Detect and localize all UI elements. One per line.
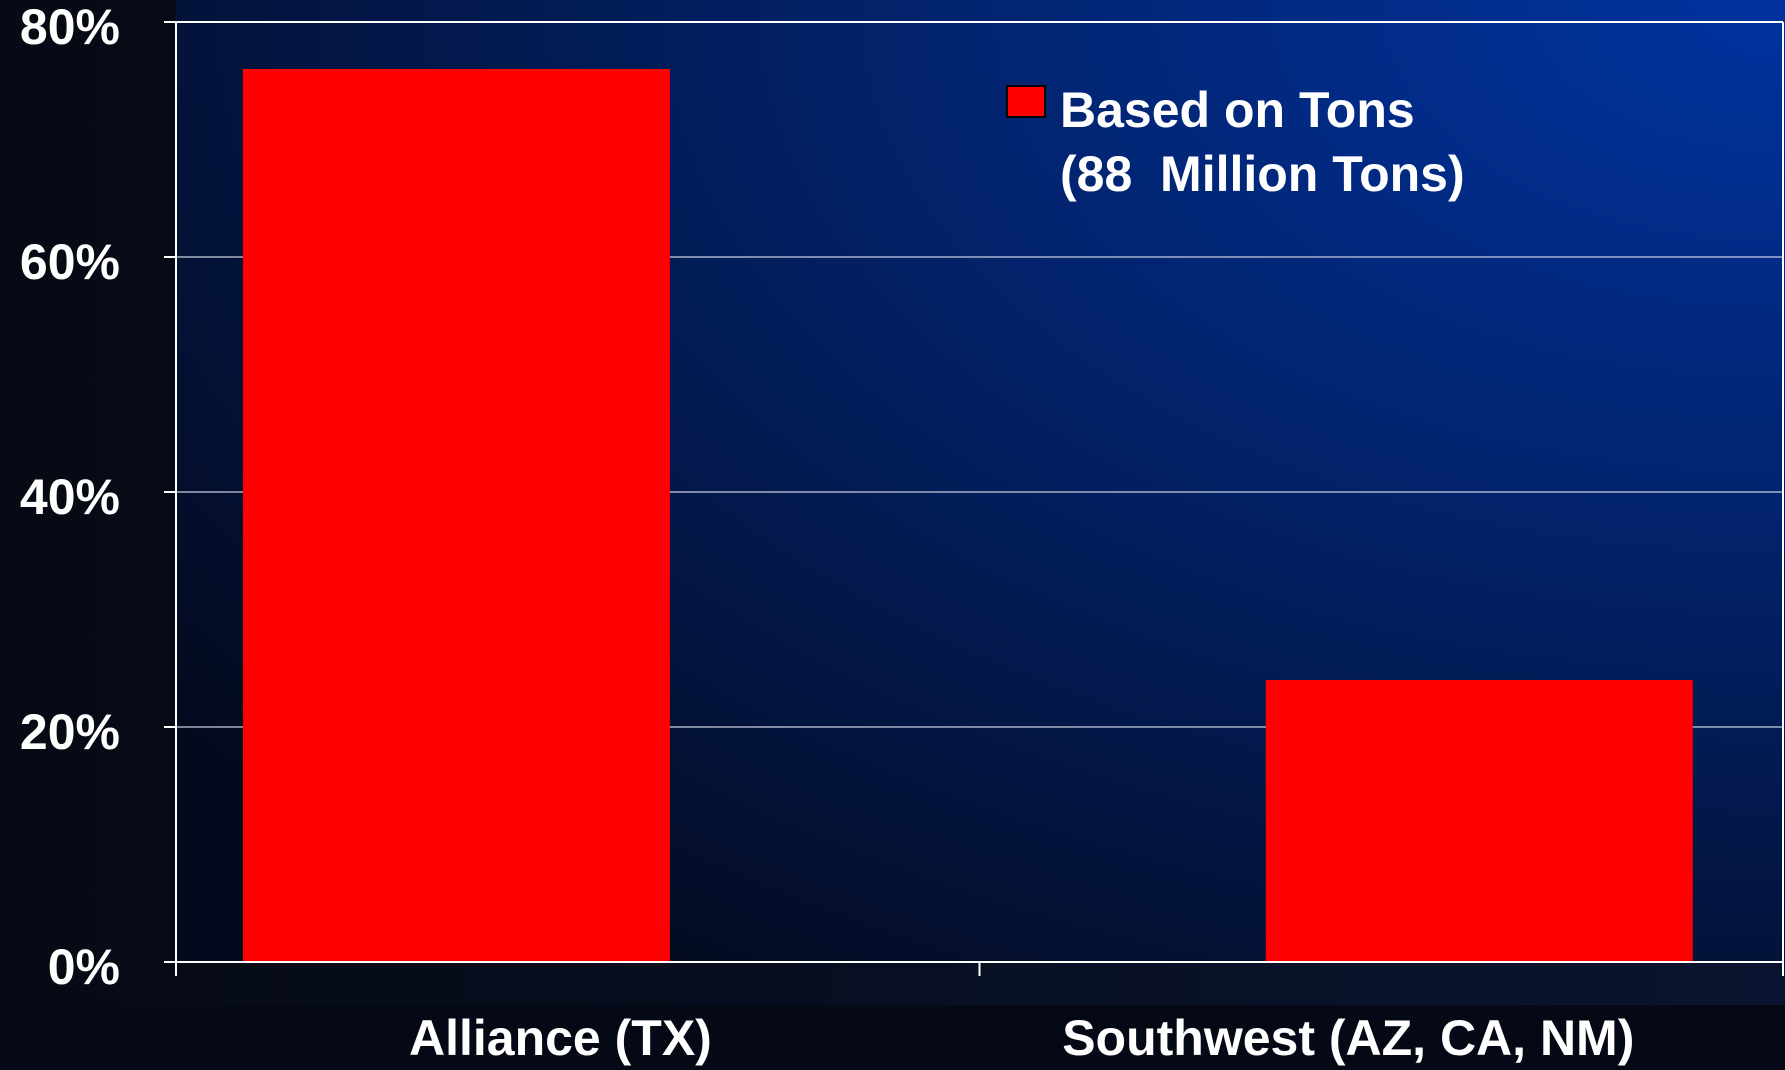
- x-tick-label: Alliance (TX): [409, 1010, 712, 1066]
- x-tick-label: Southwest (AZ, CA, NM): [1062, 1010, 1634, 1066]
- y-tick-label: 60%: [20, 234, 120, 290]
- y-tick-label: 40%: [20, 469, 120, 525]
- bar: [242, 69, 670, 962]
- y-tick-label: 20%: [20, 704, 120, 760]
- legend-swatch: [1006, 85, 1046, 118]
- legend-label: Based on Tons (88 Million Tons): [1060, 82, 1465, 202]
- y-tick-label: 0%: [48, 939, 120, 995]
- y-tick-label: 80%: [20, 0, 120, 55]
- bar: [1265, 680, 1693, 962]
